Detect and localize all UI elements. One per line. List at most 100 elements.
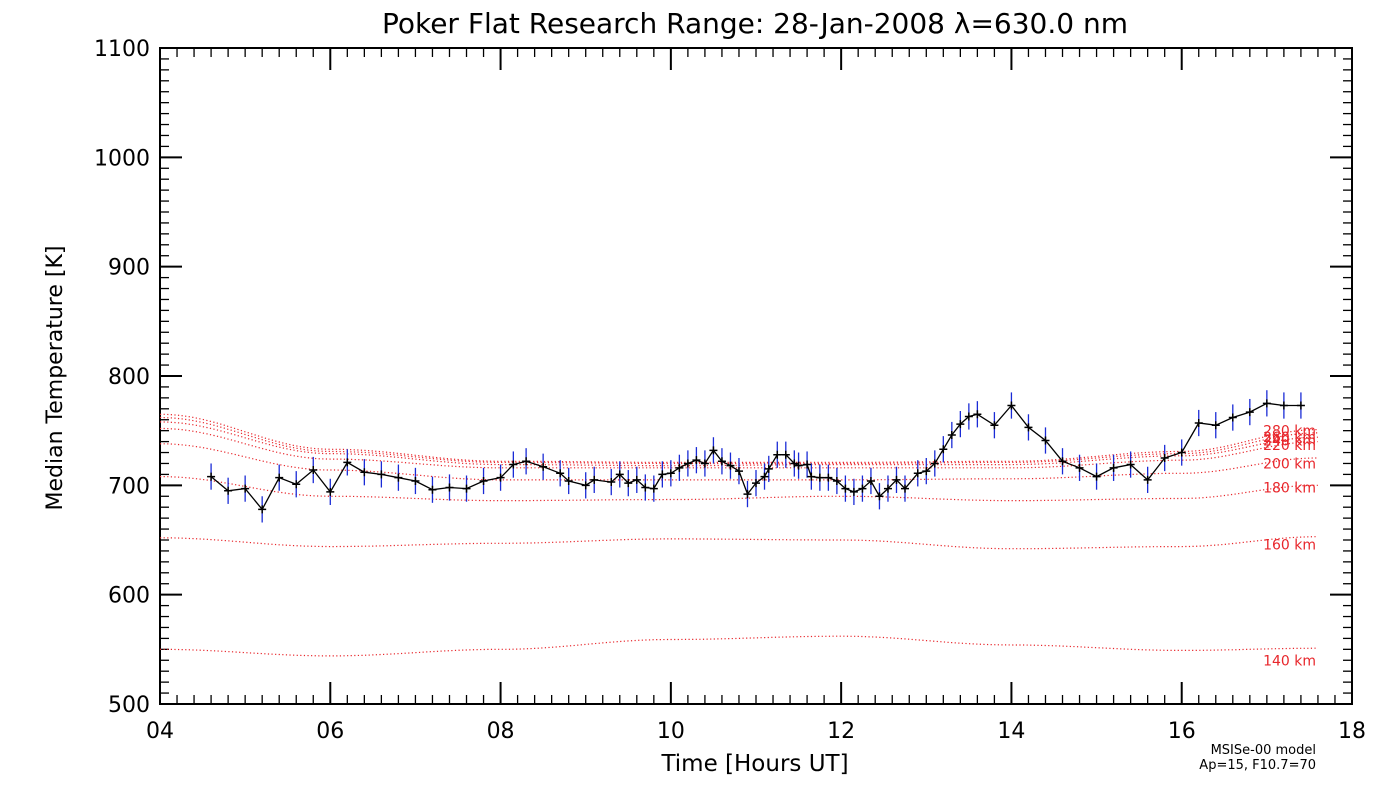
data-point xyxy=(1160,454,1169,462)
data-point xyxy=(832,476,841,485)
data-point xyxy=(1092,472,1101,481)
data-point xyxy=(615,470,624,479)
model-curve-label: 180 km xyxy=(1263,481,1316,497)
data-point xyxy=(781,450,790,459)
data-point xyxy=(1279,401,1288,410)
data-point xyxy=(479,476,488,485)
data-point xyxy=(326,487,335,496)
x-tick-label: 12 xyxy=(827,719,855,744)
y-tick-label: 700 xyxy=(108,474,150,499)
data-point xyxy=(956,420,965,429)
x-tick-label: 10 xyxy=(657,719,685,744)
data-point xyxy=(1143,475,1152,484)
data-point xyxy=(858,484,867,493)
model-curve-label: 200 km xyxy=(1263,456,1316,472)
model-curve xyxy=(160,536,1318,550)
data-point xyxy=(309,466,318,475)
model-annotation-line1: MSISe-00 model xyxy=(1211,743,1316,758)
data-point xyxy=(990,421,999,430)
data-point xyxy=(360,468,369,477)
data-point xyxy=(649,484,658,493)
model-curve xyxy=(159,416,1318,465)
data-point xyxy=(1194,419,1203,428)
model-curve xyxy=(160,635,1318,657)
data-point xyxy=(930,459,939,468)
data-point xyxy=(496,473,505,482)
model-curve xyxy=(160,427,1318,469)
data-point xyxy=(964,412,973,421)
data-point xyxy=(607,478,616,487)
data-point xyxy=(892,475,901,484)
data-point xyxy=(224,486,233,495)
data-point xyxy=(824,473,833,482)
data-point xyxy=(590,475,599,484)
model-curve xyxy=(160,476,1318,502)
data-point xyxy=(666,469,675,478)
data-point xyxy=(939,445,948,454)
model-curve-label: 160 km xyxy=(1263,537,1316,553)
chart-title: Poker Flat Research Range: 28-Jan-2008 λ… xyxy=(382,7,1128,40)
data-point xyxy=(1024,423,1033,432)
data-point xyxy=(522,457,531,466)
x-tick-label: 18 xyxy=(1338,719,1366,744)
data-point xyxy=(445,483,454,492)
data-point xyxy=(624,479,633,488)
x-tick-label: 04 xyxy=(146,719,174,744)
data-point xyxy=(1109,463,1118,472)
data-point xyxy=(1126,460,1135,469)
data-point xyxy=(394,473,403,482)
data-point xyxy=(901,484,909,493)
y-tick-label: 600 xyxy=(108,584,150,609)
data-point xyxy=(700,459,709,468)
data-point xyxy=(292,480,301,489)
model-curve xyxy=(160,443,1318,481)
x-axis-label: Time [Hours UT] xyxy=(660,751,848,777)
data-point xyxy=(1245,408,1254,417)
model-curve-label: 140 km xyxy=(1263,653,1316,669)
data-point xyxy=(794,461,803,470)
model-curve-label: 240 km xyxy=(1263,434,1316,450)
data-point xyxy=(883,484,892,493)
data-point xyxy=(675,463,684,472)
data-point xyxy=(462,484,471,493)
data-point xyxy=(1211,421,1220,430)
data-point xyxy=(1177,448,1186,457)
data-point xyxy=(1041,436,1050,445)
data-point xyxy=(764,464,773,473)
data-point xyxy=(773,450,782,459)
data-point xyxy=(556,469,565,478)
data-point xyxy=(734,467,743,476)
data-point xyxy=(581,481,590,490)
data-point xyxy=(411,476,420,485)
data-point xyxy=(377,470,386,479)
data-point xyxy=(241,484,250,493)
data-point xyxy=(275,473,284,482)
data-point xyxy=(875,492,884,501)
data-point xyxy=(790,459,799,468)
data-point xyxy=(743,490,752,499)
data-point xyxy=(258,505,267,514)
plot-frame xyxy=(159,47,1353,705)
x-tick-label: 16 xyxy=(1168,719,1196,744)
data-point xyxy=(641,483,650,492)
model-curve-label: 220 km xyxy=(1263,438,1316,454)
data-point xyxy=(1228,413,1237,422)
y-tick-label: 800 xyxy=(108,365,150,390)
y-tick-label: 500 xyxy=(108,693,150,718)
model-annotation-line2: Ap=15, F10.7=70 xyxy=(1199,758,1316,773)
data-point xyxy=(1075,463,1084,472)
y-axis-label: Median Temperature [K] xyxy=(43,246,68,511)
data-point xyxy=(807,472,816,481)
data-point xyxy=(1296,401,1305,410)
data-point xyxy=(752,479,760,488)
y-tick-label: 1100 xyxy=(94,37,150,62)
model-curve-label: 280 km xyxy=(1263,424,1316,440)
data-point xyxy=(564,476,573,485)
data-point xyxy=(683,459,692,468)
data-point xyxy=(207,472,216,481)
data-point xyxy=(922,467,931,476)
data-point xyxy=(726,461,735,470)
y-tick-label: 900 xyxy=(108,256,150,281)
data-point xyxy=(913,469,922,478)
data-point xyxy=(509,460,518,469)
